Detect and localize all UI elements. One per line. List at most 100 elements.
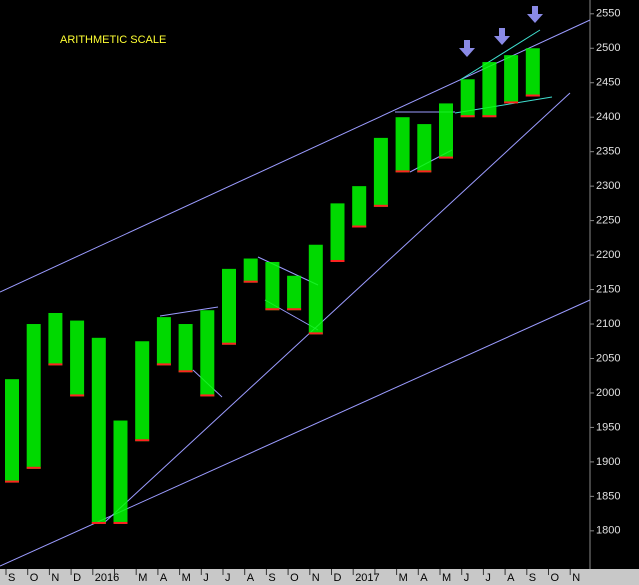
low-marker	[200, 394, 215, 397]
x-tick-label: M	[399, 572, 408, 584]
x-tick-label: O	[551, 572, 560, 584]
arrows	[459, 6, 543, 57]
range-bar	[460, 79, 475, 118]
low-marker	[308, 332, 323, 335]
x-tick-label: 2017	[355, 572, 379, 584]
low-marker	[265, 308, 280, 311]
x-tick-label: O	[30, 572, 39, 584]
x-tick-label: J	[203, 572, 209, 584]
low-marker	[48, 363, 63, 366]
x-tick-label: 2016	[95, 572, 119, 584]
low-marker	[439, 156, 453, 159]
x-tick-label: D	[73, 572, 81, 584]
x-tick-label: M	[138, 572, 147, 584]
wedge-top	[459, 29, 541, 81]
range-bar	[504, 55, 519, 104]
y-tick-label: 2400	[596, 111, 620, 123]
range-bar	[26, 324, 41, 469]
x-tick-label: A	[160, 572, 168, 584]
y-tick-label: 2350	[596, 146, 620, 158]
y-tick-label: 2200	[596, 249, 620, 261]
range-bar	[287, 275, 302, 311]
low-marker	[525, 94, 540, 97]
low-marker	[91, 521, 106, 524]
y-tick-label: 2300	[596, 180, 620, 192]
low-marker	[222, 342, 236, 345]
low-marker	[113, 521, 128, 524]
y-tick-label: 2050	[596, 352, 620, 364]
range-bar	[330, 203, 345, 262]
range-bar	[417, 124, 432, 173]
annotation: ARITHMETIC SCALE	[60, 34, 166, 46]
low-marker	[5, 480, 19, 483]
low-marker	[330, 259, 345, 262]
low-marker	[70, 394, 85, 397]
x-tick-label: M	[442, 572, 451, 584]
range-bar	[48, 312, 63, 366]
x-tick-label: A	[247, 572, 255, 584]
x-tick-label: S	[529, 572, 536, 584]
x-axis-strip	[0, 569, 639, 585]
range-bar	[91, 337, 106, 524]
y-tick-label: 1800	[596, 525, 620, 537]
range-bar	[113, 420, 128, 524]
support-line	[104, 92, 571, 523]
y-tick-label: 1850	[596, 490, 620, 502]
x-tick-label: O	[290, 572, 299, 584]
y-tick-label: 1900	[596, 456, 620, 468]
pattern-line	[257, 256, 319, 286]
y-tick-label: 2500	[596, 42, 620, 54]
range-bar	[265, 261, 280, 311]
range-bar	[395, 117, 410, 173]
y-tick-label: 2450	[596, 77, 620, 89]
range-bar	[243, 258, 258, 283]
arrow	[527, 6, 543, 23]
range-bar	[178, 324, 193, 373]
low-marker	[352, 225, 367, 228]
x-tick-label: S	[8, 572, 15, 584]
x-tick-label: N	[312, 572, 320, 584]
low-marker	[373, 204, 388, 207]
range-bar	[373, 137, 388, 207]
arrow	[459, 40, 475, 57]
y-tick-label: 2550	[596, 8, 620, 20]
x-tick-label: N	[572, 572, 580, 584]
low-marker	[243, 280, 258, 283]
low-marker	[482, 115, 497, 118]
range-bar	[482, 62, 497, 118]
x-tick-label: A	[507, 572, 515, 584]
range-bar	[5, 379, 19, 483]
low-marker	[460, 115, 475, 118]
low-marker	[135, 439, 150, 442]
y-tick-label: 2150	[596, 283, 620, 295]
range-bar	[308, 244, 323, 335]
range-bar	[352, 186, 367, 228]
x-tick-label: S	[268, 572, 275, 584]
x-tick-label: D	[334, 572, 342, 584]
low-marker	[287, 308, 302, 311]
low-marker	[156, 363, 171, 366]
y-tick-label: 1950	[596, 421, 620, 433]
range-bar	[439, 103, 453, 159]
low-marker	[504, 101, 519, 104]
range-bar	[222, 268, 236, 345]
x-tick-label: A	[420, 572, 428, 584]
x-tick-label: M	[182, 572, 191, 584]
low-marker	[395, 170, 410, 173]
arrow	[494, 28, 510, 45]
y-tick-label: 2250	[596, 215, 620, 227]
low-marker	[417, 170, 432, 173]
range-bar	[70, 320, 85, 397]
x-tick-label: J	[225, 572, 231, 584]
y-tick-label: 2100	[596, 318, 620, 330]
x-tick-label: J	[464, 572, 470, 584]
low-marker	[26, 466, 41, 469]
range-bar	[156, 317, 171, 366]
y-tick-label: 2000	[596, 387, 620, 399]
range-bar	[135, 341, 150, 442]
low-marker	[178, 370, 193, 373]
x-tick-label: N	[51, 572, 59, 584]
range-bar	[525, 48, 540, 97]
